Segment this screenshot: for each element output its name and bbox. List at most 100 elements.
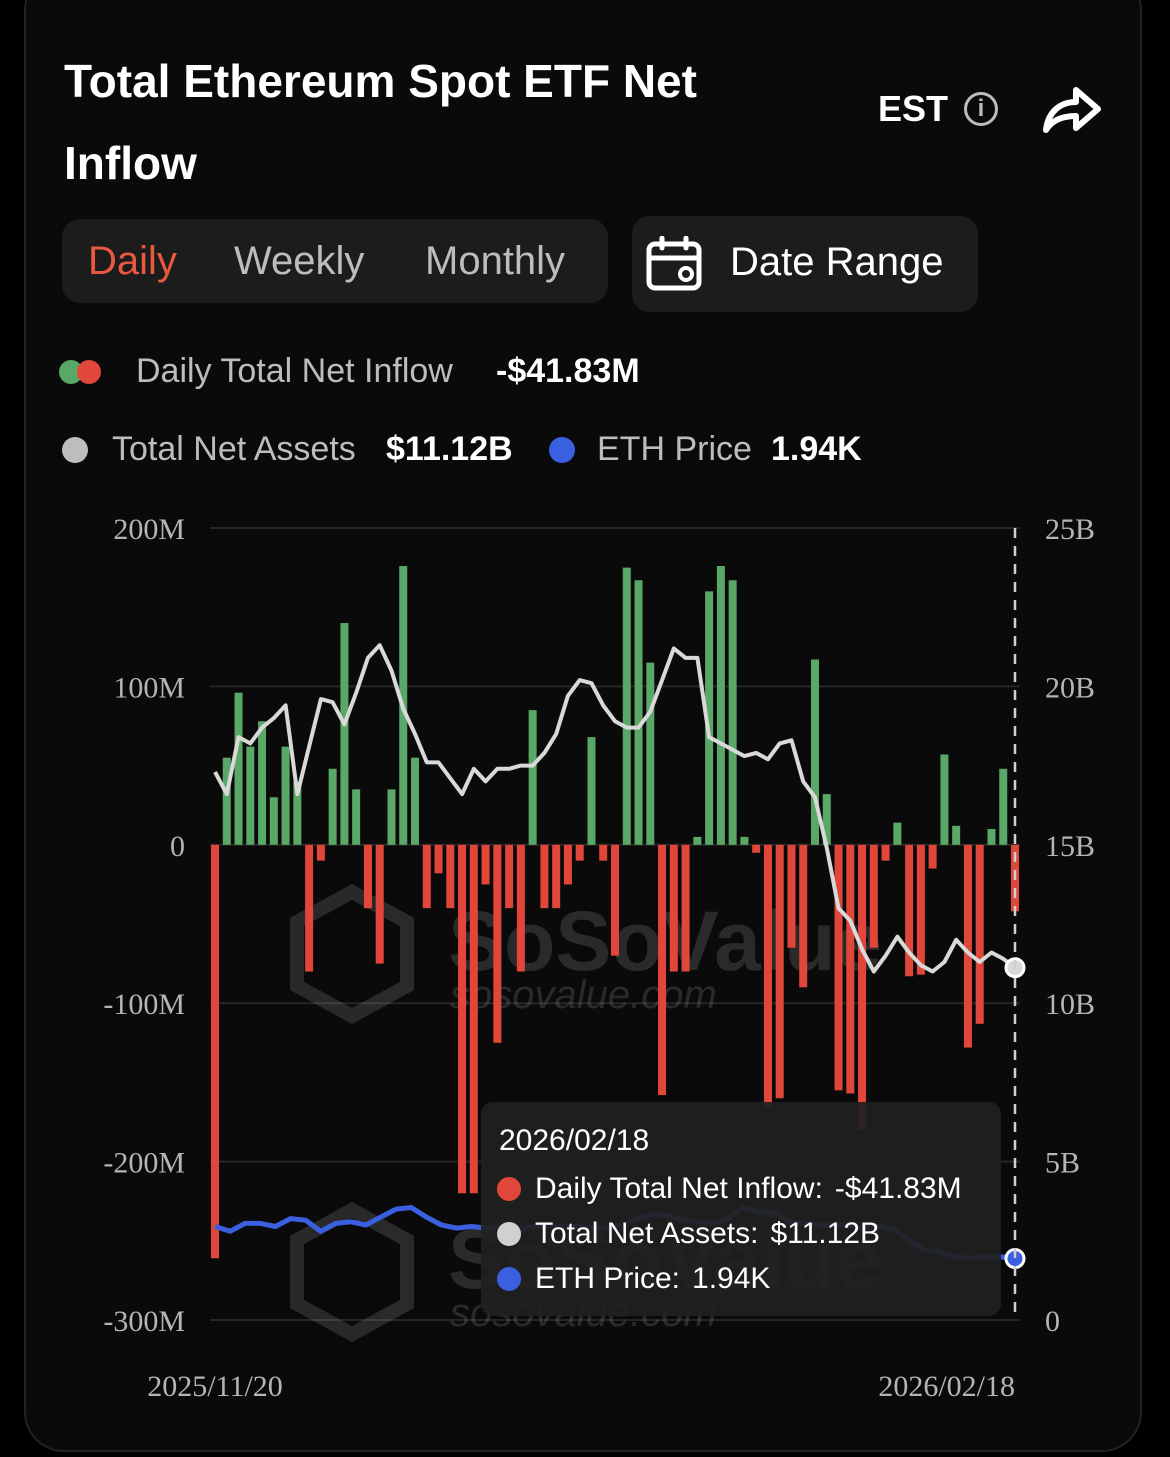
tooltip-inflow-dot bbox=[497, 1177, 521, 1201]
inflow-bar bbox=[811, 659, 819, 845]
inflow-bar bbox=[775, 844, 784, 1099]
inflow-bar bbox=[893, 822, 902, 845]
tooltip-price-dot bbox=[497, 1267, 521, 1291]
tooltip-assets-row: Total Net Assets: $11.12B bbox=[497, 1217, 880, 1251]
inflow-bar bbox=[458, 844, 467, 1194]
info-icon[interactable]: i bbox=[964, 92, 999, 126]
inflow-bar bbox=[940, 754, 949, 845]
price-legend-dot bbox=[549, 437, 575, 463]
inflow-bar bbox=[916, 844, 925, 975]
inflow-bar bbox=[646, 662, 655, 845]
inflow-bar bbox=[681, 844, 690, 972]
period-tabs: Daily Weekly Monthly bbox=[62, 219, 608, 303]
inflow-bar bbox=[799, 844, 808, 988]
tooltip-inflow-value: -$41.83M bbox=[834, 1172, 962, 1205]
tooltip-price-row: ETH Price: 1.94K bbox=[497, 1262, 770, 1296]
inflow-bar bbox=[305, 844, 314, 972]
timezone-selector[interactable]: EST i bbox=[878, 88, 999, 130]
inflow-bar bbox=[822, 794, 831, 845]
inflow-bar bbox=[328, 768, 337, 845]
right-tick-label: 5B bbox=[1045, 1147, 1080, 1180]
inflow-bar bbox=[516, 844, 525, 972]
inflow-bar bbox=[952, 825, 961, 845]
inflow-bar bbox=[599, 844, 608, 861]
watermark-logo-icon bbox=[290, 884, 414, 1342]
legend-price-label: ETH Price bbox=[597, 430, 752, 468]
inflow-bar bbox=[211, 844, 219, 1259]
tab-daily[interactable]: Daily bbox=[88, 239, 177, 283]
legend-assets-label: Total Net Assets bbox=[112, 430, 356, 468]
left-tick-label: 100M bbox=[113, 671, 185, 704]
inflow-bar bbox=[434, 844, 443, 874]
right-tick-label: 25B bbox=[1045, 513, 1095, 546]
inflow-bar bbox=[869, 844, 878, 948]
inflow-bar bbox=[575, 844, 584, 861]
inflow-bar bbox=[999, 768, 1008, 845]
legend-price-value: 1.94K bbox=[771, 430, 862, 468]
inflow-bar bbox=[669, 844, 678, 972]
inflow-bar bbox=[316, 844, 325, 861]
inflow-bar bbox=[411, 757, 419, 845]
tooltip-assets-dot bbox=[497, 1222, 521, 1246]
inflow-bar bbox=[387, 789, 396, 845]
inflow-bar bbox=[446, 844, 455, 909]
share-icon[interactable] bbox=[1040, 82, 1102, 136]
inflow-bar bbox=[787, 844, 796, 948]
tooltip-assets-label: Total Net Assets: bbox=[535, 1217, 759, 1250]
inflow-bar bbox=[622, 567, 631, 845]
right-tick-label: 0 bbox=[1045, 1305, 1060, 1338]
inflow-bar bbox=[281, 746, 290, 845]
inflow-bar bbox=[881, 844, 890, 861]
inflow-bar bbox=[975, 844, 984, 1024]
inflow-bar bbox=[352, 789, 361, 845]
date-range-button[interactable]: Date Range bbox=[632, 216, 978, 312]
tooltip-assets-value: $11.12B bbox=[770, 1217, 880, 1250]
inflow-bar bbox=[658, 844, 667, 1096]
inflow-bar bbox=[505, 844, 514, 909]
right-tick-label: 20B bbox=[1045, 671, 1095, 704]
left-tick-label: -300M bbox=[103, 1305, 185, 1338]
left-tick-label: 200M bbox=[113, 513, 185, 546]
inflow-bar bbox=[422, 844, 431, 909]
inflow-bar bbox=[963, 844, 972, 1048]
inflow-bar bbox=[234, 692, 243, 845]
left-tick-label: -100M bbox=[103, 988, 185, 1021]
timezone-label: EST bbox=[878, 88, 949, 129]
inflow-bar bbox=[469, 844, 478, 1194]
inflow-legend-icon bbox=[59, 360, 101, 384]
inflow-bar bbox=[540, 844, 549, 909]
tooltip-date: 2026/02/18 bbox=[499, 1124, 650, 1157]
inflow-bar bbox=[705, 591, 714, 845]
tab-weekly[interactable]: Weekly bbox=[234, 239, 365, 283]
tab-monthly[interactable]: Monthly bbox=[425, 239, 566, 283]
inflow-bar bbox=[728, 580, 737, 845]
right-tick-label: 15B bbox=[1045, 830, 1095, 863]
inflow-bar bbox=[716, 566, 725, 845]
inflow-bar bbox=[258, 721, 267, 845]
legend-assets-value: $11.12B bbox=[386, 430, 513, 468]
inflow-bar bbox=[375, 844, 384, 964]
left-tick-label: 0 bbox=[170, 830, 185, 863]
tooltip-inflow-row: Daily Total Net Inflow: -$41.83M bbox=[497, 1172, 962, 1206]
inflow-bar bbox=[763, 844, 772, 1107]
inflow-bar bbox=[528, 710, 537, 845]
calendar-icon bbox=[646, 236, 702, 291]
tooltip-price-value: 1.94K bbox=[692, 1262, 771, 1295]
left-tick-label: -200M bbox=[103, 1147, 185, 1180]
date-range-label: Date Range bbox=[730, 240, 944, 284]
inflow-bar bbox=[293, 781, 302, 845]
tooltip-inflow-label: Daily Total Net Inflow: bbox=[535, 1172, 823, 1205]
inflow-bar bbox=[752, 844, 761, 853]
inflow-bar bbox=[858, 844, 867, 1130]
inflow-bar bbox=[634, 580, 643, 845]
inflow-bar bbox=[587, 737, 596, 845]
inflow-bar bbox=[834, 844, 843, 1091]
inflow-bar bbox=[493, 844, 502, 1043]
inflow-bar bbox=[481, 844, 490, 885]
x-tick-label: 2025/11/20 bbox=[147, 1370, 283, 1403]
inflow-bar bbox=[846, 844, 855, 1094]
inflow-bar bbox=[269, 797, 278, 845]
inflow-bar bbox=[340, 623, 349, 845]
inflow-bar bbox=[222, 757, 231, 845]
